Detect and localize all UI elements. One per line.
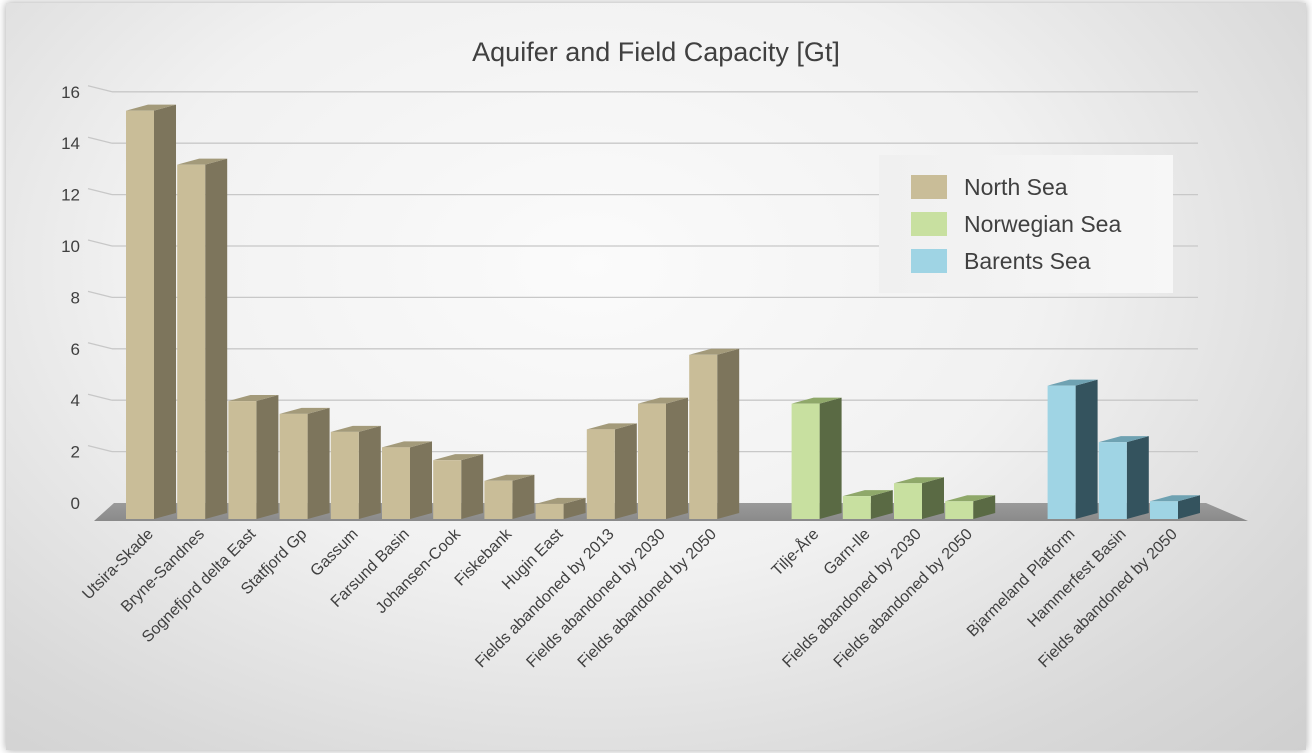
bar-side	[1178, 495, 1200, 519]
bar	[279, 413, 308, 519]
legend-entry: Barents Sea	[964, 248, 1091, 274]
bar-side	[205, 158, 228, 519]
bar-side	[717, 348, 740, 519]
bar-side	[870, 490, 893, 519]
bar-side	[819, 397, 842, 519]
y-tick-label: 0	[71, 494, 80, 513]
bar-top	[689, 348, 740, 355]
bar	[945, 501, 974, 519]
bar-top	[791, 397, 842, 404]
bar	[484, 480, 513, 519]
bar-side	[1075, 379, 1098, 519]
bar	[1047, 385, 1076, 519]
bar-top	[945, 495, 996, 502]
bar	[330, 431, 359, 519]
bar-top	[433, 454, 484, 461]
gridline-depth	[87, 290, 113, 299]
y-tick-label: 14	[61, 134, 80, 153]
bar-top	[586, 423, 637, 430]
y-tick-label: 2	[71, 443, 80, 462]
bar-top	[535, 497, 586, 504]
bar-side	[410, 441, 432, 519]
bar	[842, 496, 871, 519]
bar	[638, 403, 666, 519]
bar	[894, 483, 922, 519]
legend-swatch	[911, 175, 947, 199]
gridline-depth	[87, 187, 113, 196]
bar-side	[1126, 436, 1149, 519]
y-tick-label: 8	[71, 288, 80, 307]
bar	[228, 401, 257, 519]
bar-side	[614, 423, 637, 519]
legend-swatch	[911, 212, 947, 236]
gridline-depth	[87, 444, 113, 453]
bar	[586, 429, 615, 519]
bar-side	[307, 407, 330, 519]
bar-side	[973, 495, 996, 519]
y-axis: 0 2 4 6 8 10 12 14 16	[61, 83, 80, 513]
gridlines	[87, 85, 1198, 453]
x-tick-label: Tilje-Åre	[767, 524, 822, 579]
bar-top	[1098, 436, 1149, 443]
gridline-depth	[87, 239, 113, 247]
bar-top	[126, 104, 176, 111]
bar	[791, 403, 820, 519]
bar	[433, 460, 462, 519]
chart-title: Aquifer and Field Capacity [Gt]	[472, 37, 840, 67]
y-tick-label: 10	[61, 237, 80, 256]
bar-top	[894, 477, 944, 484]
bar-side	[256, 395, 279, 519]
bar-top	[1150, 495, 1200, 502]
chart-frame: Aquifer and Field Capacity [Gt] 0 2 4 6 8 10 1…	[6, 3, 1306, 750]
bar	[126, 110, 154, 520]
bar	[689, 354, 718, 519]
bar-top	[177, 158, 228, 165]
bar-side	[666, 397, 688, 519]
y-tick-label: 12	[61, 186, 80, 205]
bar-side	[358, 425, 381, 519]
bars	[126, 104, 1200, 520]
bar-side	[563, 497, 586, 519]
legend-swatch	[911, 249, 947, 273]
bar-side	[922, 477, 944, 519]
x-tick-label: Garn-Ile	[821, 526, 874, 579]
bar-top	[638, 397, 688, 404]
bar-top	[1047, 379, 1098, 386]
legend: North Sea Norwegian Sea Barents Sea	[879, 155, 1173, 293]
bar-top	[382, 441, 432, 448]
x-tick-label: Hammerfest Basin	[1025, 526, 1130, 631]
legend-entry: Norwegian Sea	[964, 211, 1121, 237]
gridline-depth	[87, 136, 113, 144]
bar-chart: Aquifer and Field Capacity [Gt] 0 2 4 6 8 10 1…	[61, 37, 1248, 671]
gridline-depth	[87, 393, 113, 401]
bar-top	[228, 395, 279, 402]
legend-entry: North Sea	[964, 174, 1068, 200]
y-tick-label: 16	[61, 83, 80, 102]
bar	[382, 447, 410, 519]
bar-side	[154, 104, 176, 520]
bar-side	[461, 454, 484, 519]
gridline-depth	[87, 342, 113, 350]
bar-top	[330, 425, 381, 432]
bar-top	[279, 407, 330, 414]
y-tick-label: 4	[71, 391, 80, 410]
bar-top	[484, 474, 535, 481]
bar-side	[512, 474, 535, 519]
bar	[1098, 442, 1127, 519]
bar	[177, 164, 206, 519]
y-tick-label: 6	[71, 340, 80, 359]
bar	[535, 503, 564, 519]
bar-top	[842, 490, 893, 497]
bar	[1150, 501, 1178, 519]
gridline-depth	[87, 85, 113, 93]
